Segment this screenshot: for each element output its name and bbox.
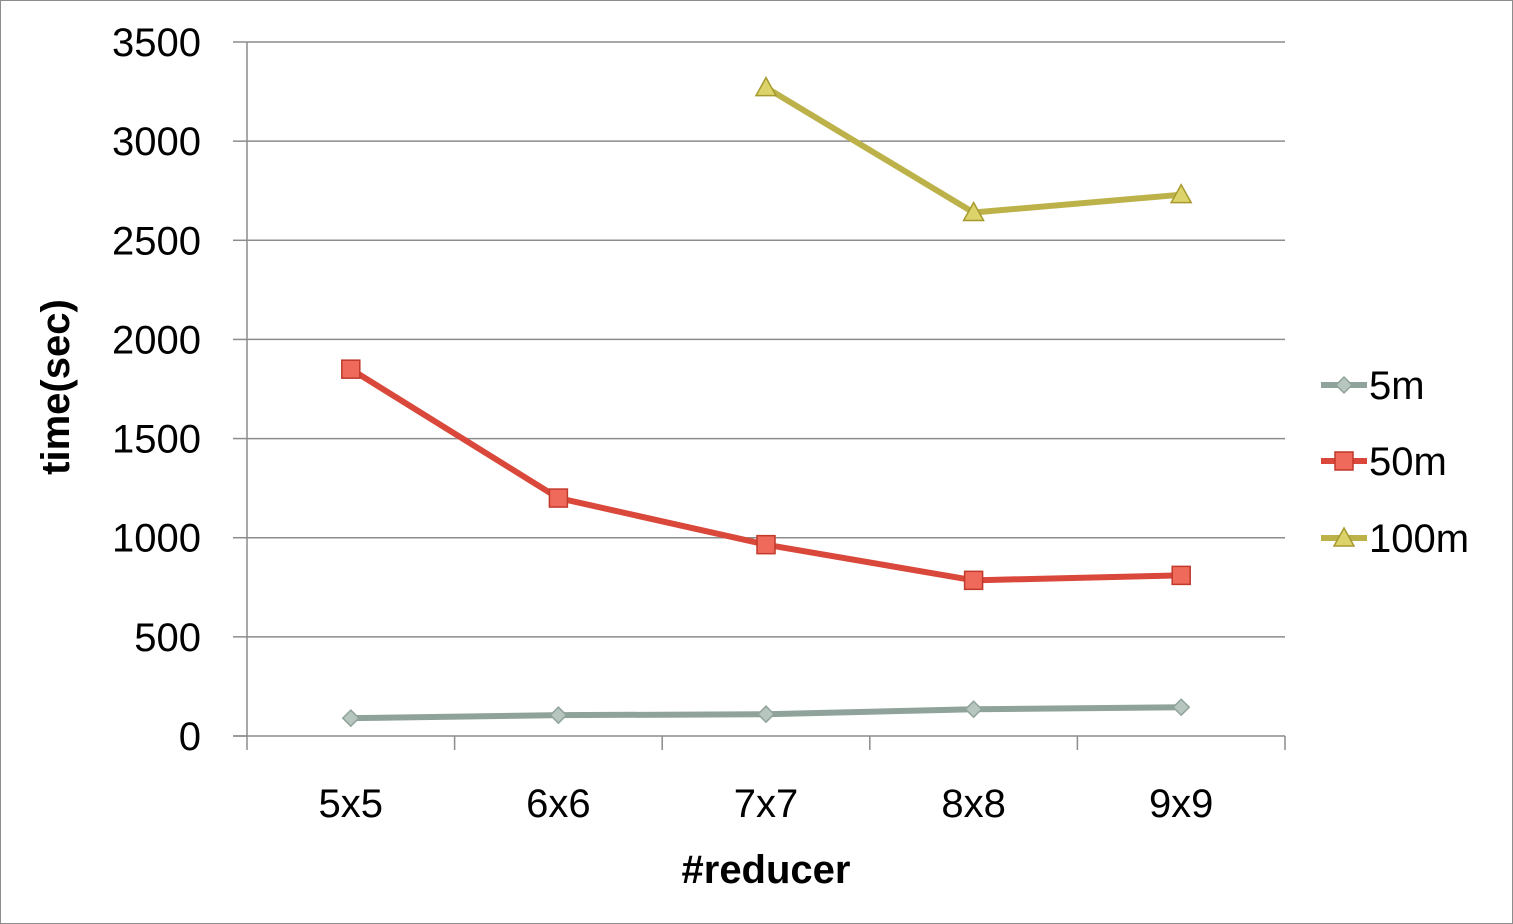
legend-marker xyxy=(1334,375,1354,395)
y-tick-label: 2000 xyxy=(112,318,201,362)
x-tick-label: 9x9 xyxy=(1149,782,1214,826)
y-tick-label: 2500 xyxy=(112,219,201,263)
y-tick-label: 1500 xyxy=(112,418,201,462)
axes: 0 500 1000 1500 2000 2500 3000 3500 5x5 6x6 7x7 8x8… xyxy=(112,21,1286,826)
data-point xyxy=(963,570,984,591)
y-tick-label: 1000 xyxy=(112,517,201,561)
data-point xyxy=(1172,698,1191,717)
legend-item-5m: 5m xyxy=(1321,364,1425,408)
data-point xyxy=(756,534,776,555)
data-point xyxy=(341,359,361,379)
series-100m xyxy=(754,76,1193,222)
x-axis-title: #reducer xyxy=(682,848,851,892)
legend-item-50m: 50m xyxy=(1321,440,1447,484)
data-point xyxy=(756,705,776,724)
x-tick-label: 8x8 xyxy=(941,782,1006,826)
legend-label: 100m xyxy=(1369,517,1469,561)
legend-marker xyxy=(1332,526,1356,547)
y-tick-label: 3500 xyxy=(112,21,201,65)
legend-label: 5m xyxy=(1369,364,1425,408)
series-50m xyxy=(341,359,1191,591)
y-tick-label: 3000 xyxy=(112,120,201,164)
series-group xyxy=(341,76,1193,728)
series-5m xyxy=(341,698,1191,728)
legend-marker xyxy=(1334,451,1354,471)
y-axis-title: time(sec) xyxy=(34,299,78,475)
y-tick-label: 500 xyxy=(134,616,201,660)
x-tick-label: 7x7 xyxy=(734,782,799,826)
x-tick-label: 5x5 xyxy=(319,782,384,826)
data-point xyxy=(341,709,360,728)
data-point xyxy=(962,200,985,222)
data-point xyxy=(754,76,778,97)
data-point xyxy=(1169,183,1193,204)
data-point xyxy=(1171,565,1191,586)
series-line xyxy=(763,84,1185,216)
data-point xyxy=(549,706,568,725)
legend-item-100m: 100m xyxy=(1321,517,1469,561)
y-tick-label: 0 xyxy=(179,715,201,759)
legend: 5m 50m 100m xyxy=(1321,364,1469,561)
gridlines xyxy=(247,41,1285,638)
data-point xyxy=(964,700,983,719)
data-point xyxy=(548,488,569,508)
legend-label: 50m xyxy=(1369,440,1447,484)
x-tick-label: 6x6 xyxy=(526,782,591,826)
